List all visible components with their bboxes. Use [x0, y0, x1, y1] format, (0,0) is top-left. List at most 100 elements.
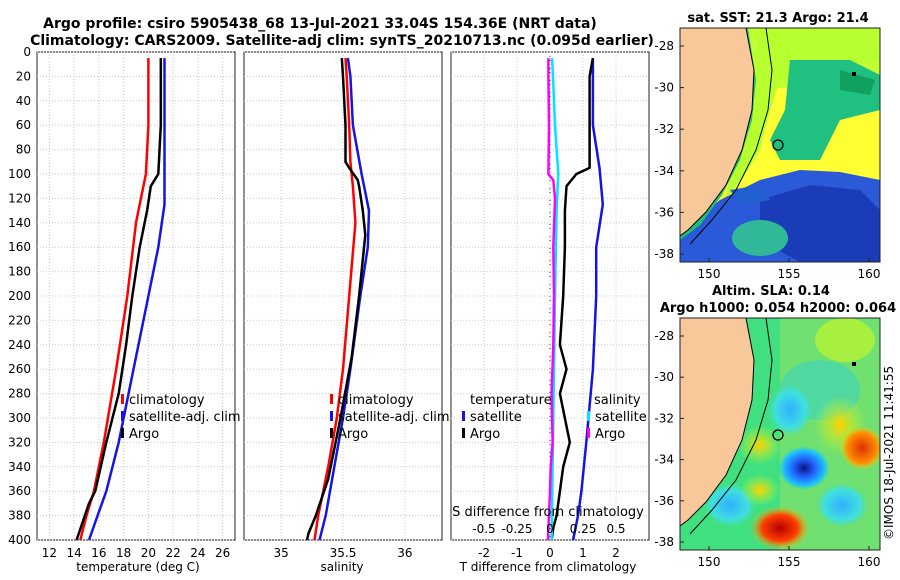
- sst-eddy: [732, 220, 788, 256]
- x-tick-label: 18: [116, 546, 131, 560]
- series-line-salinity-satellite: [550, 58, 560, 540]
- map-x-tick-label: 155: [778, 267, 801, 281]
- map-y-tick-label: -38: [654, 535, 674, 549]
- legend-label: satellite-adj. clim: [338, 410, 450, 425]
- land-mask: [680, 318, 754, 526]
- legend-swatch-t-argo: [462, 428, 465, 438]
- y-tick-label: 280: [8, 387, 31, 401]
- legend-swatch-s-satellite: [587, 411, 590, 421]
- y-tick-label: 120: [8, 191, 31, 205]
- x-tick-label-top: 0.5: [606, 522, 625, 536]
- coastline: [680, 318, 755, 527]
- map-y-tick-label: -32: [654, 411, 674, 425]
- y-tick-label: 220: [8, 313, 31, 327]
- sst-cool-deep: [760, 185, 880, 262]
- map-x-tick-label: 155: [778, 555, 801, 569]
- salinity-xlabel: salinity: [320, 560, 363, 574]
- legend-label: satellite-adj. clim: [129, 410, 241, 425]
- legend-label: climatology: [338, 393, 414, 408]
- legend-label: Argo: [470, 427, 500, 442]
- argo-float-marker: [772, 429, 784, 441]
- x-tick-label: -1: [511, 546, 523, 560]
- legend-swatch-satellite: [330, 411, 333, 421]
- sst-cool-coastal: [730, 185, 770, 205]
- legend-label: Argo: [338, 427, 368, 442]
- series-line-argo: [305, 58, 367, 540]
- sst-map-frame: [679, 27, 881, 263]
- map-y-tick-label: -34: [654, 164, 674, 178]
- difference-legend: temperature satellite Argo salinity sate…: [462, 393, 647, 442]
- y-tick-label: 20: [16, 69, 31, 83]
- sla-anomaly: [740, 474, 780, 506]
- shelf-contour: [689, 28, 773, 245]
- x-tick-label: 0: [546, 546, 554, 560]
- temperature-legend: climatology satellite-adj. clim Argo: [121, 393, 241, 442]
- y-tick-label: 60: [16, 118, 31, 132]
- y-tick-label: 180: [8, 265, 31, 279]
- sla-map-title-line1: Altim. SLA: 0.14: [712, 284, 830, 299]
- sla-anomaly: [778, 446, 830, 490]
- y-tick-label: 360: [8, 484, 31, 498]
- sla-map: [679, 317, 881, 551]
- x-tick-label-top: 0: [546, 522, 554, 536]
- coastline: [680, 28, 755, 237]
- y-tick-label: 140: [8, 216, 31, 230]
- map-x-tick-label: 150: [698, 555, 721, 569]
- legend-swatch-argo: [330, 428, 333, 438]
- salinity-legend: climatology satellite-adj. clim Argo: [330, 393, 450, 442]
- x-tick-label-top: -0.25: [501, 522, 532, 536]
- island-marker: [852, 72, 856, 76]
- y-tick-label: 300: [8, 411, 31, 425]
- series-line-temperature-argo: [550, 57, 595, 540]
- y-tick-label: 40: [16, 94, 31, 108]
- legend-title-salinity: salinity: [594, 393, 641, 408]
- sla-anomaly: [768, 384, 812, 436]
- map-y-tick-label: -30: [654, 81, 674, 95]
- argo-float-marker: [772, 139, 784, 151]
- x-tick-label: 36: [397, 546, 412, 560]
- legend-title-temperature: temperature: [470, 393, 552, 408]
- sla-map-frame: [679, 317, 881, 551]
- x-tick-label: 20: [141, 546, 156, 560]
- difference-xlabel-top: S difference from climatology: [452, 505, 644, 520]
- x-tick-label: 22: [165, 546, 180, 560]
- legend-swatch-s-argo: [587, 428, 590, 438]
- x-tick-label: 35.5: [330, 546, 357, 560]
- x-tick-label: 35: [273, 546, 288, 560]
- island-marker: [852, 362, 856, 366]
- sst-green-north: [840, 70, 875, 95]
- y-tick-label: 200: [8, 289, 31, 303]
- sla-anomaly: [750, 506, 810, 550]
- y-tick-label: 260: [8, 362, 31, 376]
- difference-xlabel: T difference from climatology: [459, 560, 637, 574]
- legend-swatch-satellite: [121, 411, 124, 421]
- sla-anomaly: [815, 318, 875, 362]
- map-y-tick-label: -36: [654, 494, 674, 508]
- legend-swatch-climatology: [121, 394, 124, 404]
- sla-map-title-line2: Argo h1000: 0.054 h2000: 0.064: [660, 301, 896, 316]
- x-tick-label: 12: [42, 546, 57, 560]
- x-tick-label-top: 0.25: [570, 522, 597, 536]
- legend-label: Argo: [129, 427, 159, 442]
- legend-swatch-climatology: [330, 394, 333, 404]
- legend-label: satellite: [595, 410, 647, 425]
- y-tick-label: 0: [23, 45, 31, 59]
- x-tick-label: 2: [612, 546, 620, 560]
- difference-panel: -2 -1 0 1 2 -0.5 -0.25 0 0.25 0.5: [450, 51, 650, 560]
- y-tick-label: 80: [16, 143, 31, 157]
- chart-title-line2: Climatology: CARS2009. Satellite-adj cli…: [30, 33, 654, 49]
- temperature-xlabel: temperature (deg C): [76, 560, 199, 574]
- sla-anomaly: [840, 426, 880, 470]
- legend-label: satellite: [470, 410, 522, 425]
- series-line-climatology: [79, 58, 150, 540]
- salinity-panel: 35 35.5 36: [243, 51, 443, 560]
- chart-title-line1: Argo profile: csiro 5905438_68 13-Jul-20…: [43, 16, 597, 32]
- sst-map: [679, 27, 881, 263]
- shelf-contour: [689, 318, 773, 535]
- sst-warm-band: [725, 28, 880, 200]
- legend-swatch-t-satellite: [462, 411, 465, 421]
- y-tick-label: 400: [8, 533, 31, 547]
- series-line-climatology: [313, 58, 357, 540]
- map-y-tick-label: -28: [654, 329, 674, 343]
- legend-label: Argo: [595, 427, 625, 442]
